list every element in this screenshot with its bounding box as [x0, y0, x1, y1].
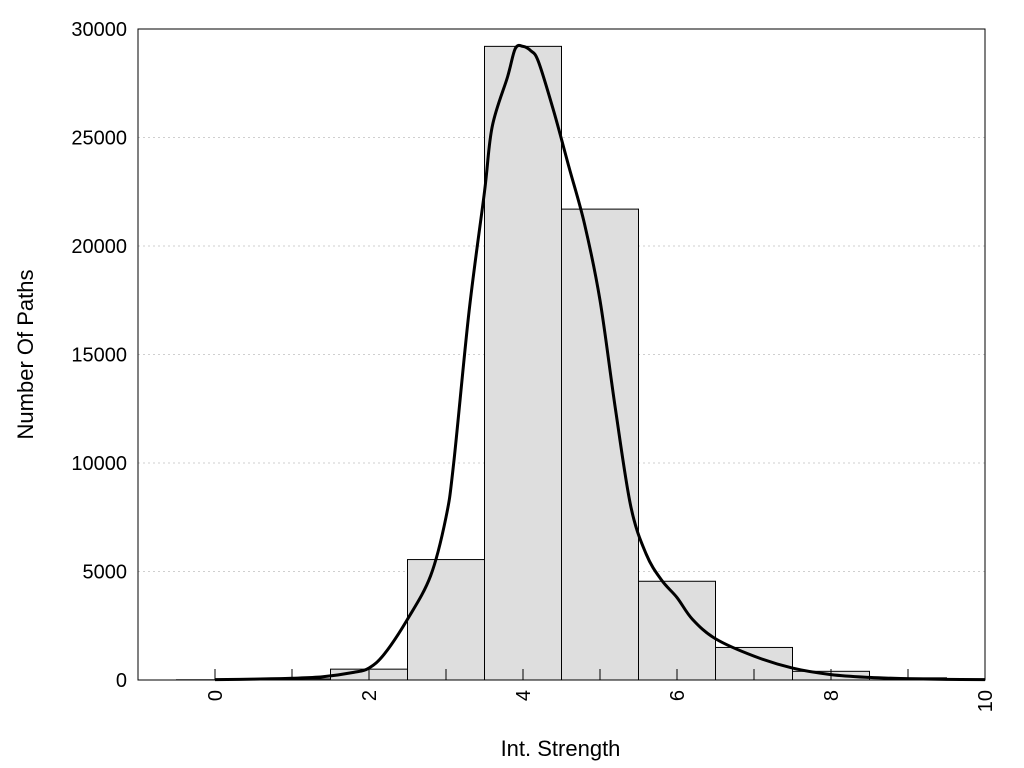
x-tick-label: 2	[359, 690, 381, 701]
histogram-bar	[561, 208, 639, 681]
y-tick-label: 10000	[71, 453, 127, 475]
y-tick-labels: 0 5000 10000 15000 20000 25000 30000	[71, 19, 127, 692]
plot-frame	[137, 28, 986, 681]
axis-ticks	[214, 669, 986, 680]
y-tick-label: 15000	[71, 345, 127, 367]
histogram-bars	[176, 45, 947, 681]
x-axis-title: Int. Strength	[501, 736, 621, 761]
y-tick-label: 20000	[71, 236, 127, 258]
y-tick-label: 5000	[83, 562, 128, 584]
density-curve-line	[214, 43, 986, 682]
x-tick-label: 8	[821, 690, 843, 701]
x-tick-labels: 0 2 4 6 8 10	[205, 690, 997, 712]
y-tick-label: 30000	[71, 19, 127, 41]
x-tick-label: 4	[513, 690, 535, 701]
y-tick-label: 25000	[71, 128, 127, 150]
x-tick-label: 0	[205, 690, 227, 701]
x-tick-label: 10	[975, 690, 997, 712]
histogram-bar	[484, 45, 562, 681]
y-tick-label: 0	[116, 670, 127, 692]
y-axis-title: Number Of Paths	[13, 270, 38, 440]
histogram-bar	[407, 559, 485, 681]
density-curve	[214, 43, 986, 682]
x-tick-label: 6	[667, 690, 689, 701]
grid-lines	[138, 137, 985, 572]
